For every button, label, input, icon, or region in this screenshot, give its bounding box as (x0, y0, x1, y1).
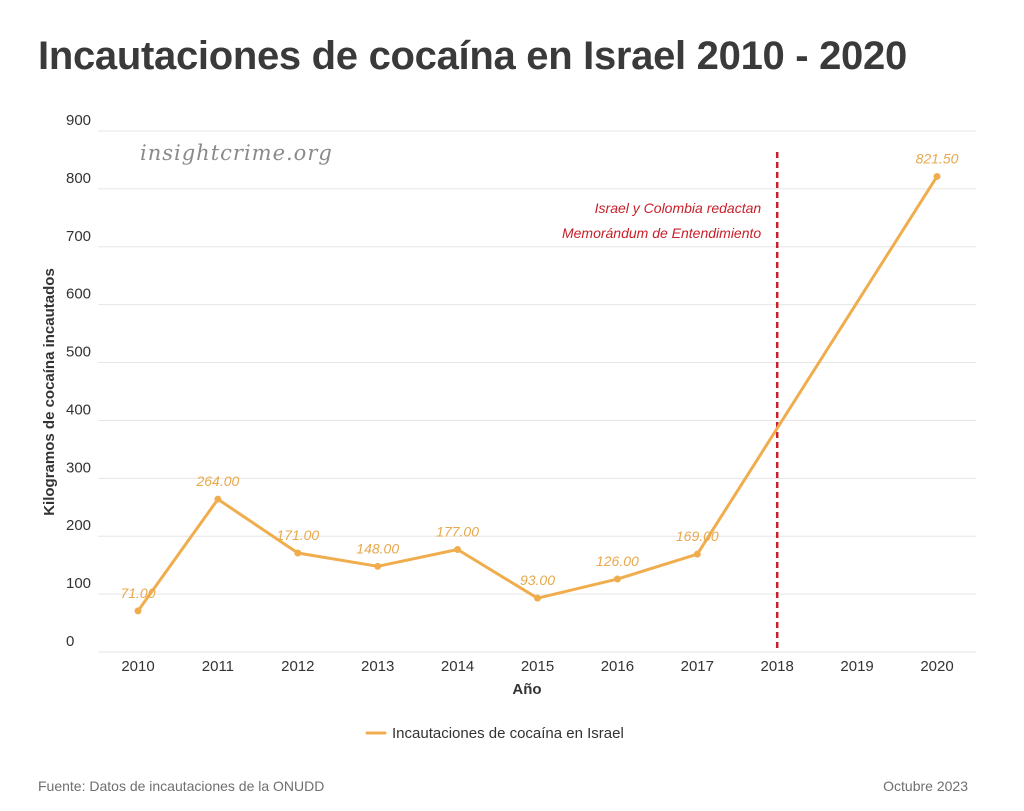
y-tick-label: 500 (66, 344, 91, 361)
y-tick-label: 800 (66, 170, 91, 187)
annotation-text: Memorándum de Entendimiento (562, 225, 761, 241)
legend: Incautaciones de cocaína en Israel (365, 725, 624, 742)
annotation-text: Israel y Colombia redactan (595, 200, 762, 216)
x-axis-ticks: 2010 2011 2012 2013 2014 2015 2016 2017 2018 2019… (121, 658, 953, 675)
y-axis-ticks: 0 100 200 300 400 500 600 700 800 900 (66, 112, 91, 650)
x-tick-label: 2015 (521, 658, 554, 675)
data-point (374, 562, 382, 570)
data-point (534, 594, 541, 602)
y-tick-label: 700 (66, 228, 91, 245)
data-series: 71.00 264.00 171.00 148.00 177.00 93.00 126.00… (120, 150, 959, 615)
data-label: 93.00 (520, 572, 555, 588)
x-tick-label: 2019 (840, 658, 873, 675)
annotation: Israel y Colombia redactan Memorándum de … (562, 152, 779, 652)
y-tick-label: 0 (66, 633, 74, 650)
data-label: 171.00 (276, 527, 319, 543)
y-tick-label: 100 (66, 575, 91, 592)
data-point (134, 607, 142, 615)
date-note: Octubre 2023 (883, 778, 968, 794)
data-point (613, 575, 621, 583)
grid-lines (98, 130, 976, 653)
data-label: 148.00 (356, 540, 399, 556)
data-point (693, 550, 701, 558)
y-tick-label: 400 (66, 401, 91, 418)
x-tick-label: 2018 (761, 658, 794, 675)
legend-label: Incautaciones de cocaína en Israel (392, 725, 624, 742)
data-point (933, 172, 941, 180)
x-tick-label: 2020 (920, 658, 953, 675)
x-tick-label: 2011 (202, 658, 234, 675)
data-label: 126.00 (596, 553, 639, 569)
y-tick-label: 200 (66, 517, 91, 534)
data-point (214, 495, 222, 503)
x-tick-label: 2013 (361, 658, 394, 675)
y-tick-label: 300 (66, 459, 91, 476)
data-point (294, 549, 302, 557)
x-tick-label: 2017 (681, 658, 714, 675)
data-label: 71.00 (120, 585, 155, 601)
x-tick-label: 2012 (281, 658, 314, 675)
data-label: 264.00 (195, 473, 239, 489)
x-tick-label: 2016 (601, 658, 634, 675)
x-tick-label: 2014 (441, 658, 474, 675)
x-tick-label: 2010 (121, 658, 154, 675)
series-line (136, 174, 939, 613)
watermark: insightcrime.org (140, 141, 333, 165)
x-axis-label: Año (512, 681, 541, 698)
y-tick-label: 900 (66, 112, 91, 129)
data-point (454, 546, 462, 554)
y-tick-label: 600 (66, 286, 91, 303)
source-note: Fuente: Datos de incautaciones de la ONU… (38, 778, 325, 794)
data-label: 821.50 (916, 150, 959, 166)
y-axis-label: Kilogramos de cocaína incautados (41, 268, 58, 516)
chart-title: Incautaciones de cocaína en Israel 2010 … (38, 34, 907, 78)
data-label: 169.00 (676, 528, 719, 544)
data-label: 177.00 (436, 524, 479, 540)
